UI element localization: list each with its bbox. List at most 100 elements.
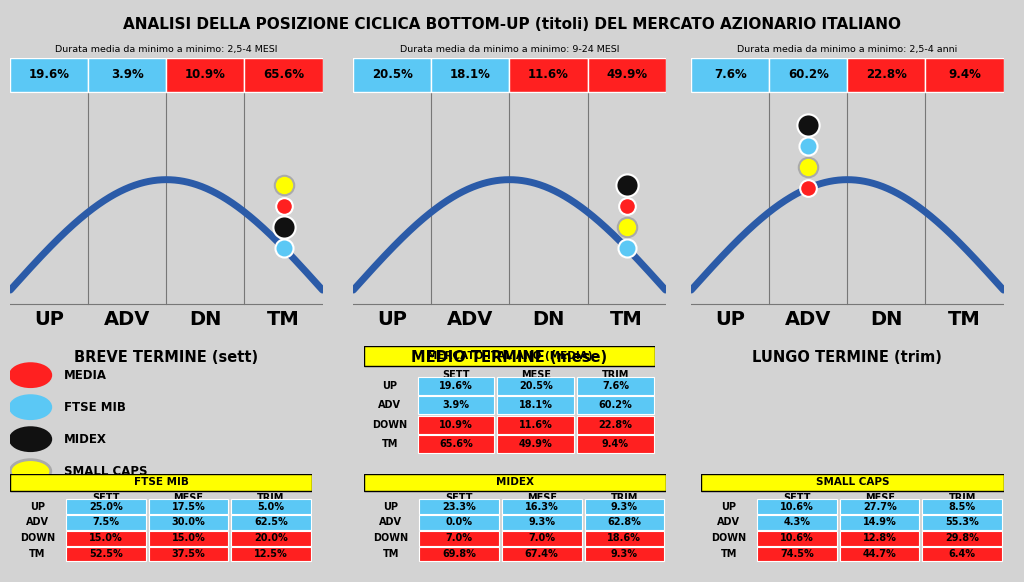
- Text: MESE: MESE: [173, 493, 204, 503]
- Text: 62.8%: 62.8%: [607, 517, 641, 527]
- Bar: [418, 416, 495, 434]
- Text: ADV: ADV: [717, 517, 740, 527]
- Bar: [88, 58, 166, 92]
- Bar: [840, 531, 920, 546]
- Text: TM: TM: [382, 439, 398, 449]
- Bar: [418, 396, 495, 414]
- Text: SETT: SETT: [92, 493, 120, 503]
- Text: 11.6%: 11.6%: [519, 420, 553, 430]
- Bar: [498, 435, 574, 453]
- Bar: [418, 435, 495, 453]
- Text: 12.5%: 12.5%: [254, 549, 288, 559]
- Text: 60.2%: 60.2%: [787, 69, 828, 81]
- Text: 3.9%: 3.9%: [442, 400, 469, 410]
- Text: ADV: ADV: [785, 310, 831, 329]
- Text: 65.6%: 65.6%: [439, 439, 473, 449]
- Bar: [588, 58, 666, 92]
- Bar: [769, 58, 847, 92]
- Bar: [758, 499, 837, 514]
- Bar: [848, 58, 926, 92]
- Text: DOWN: DOWN: [711, 533, 746, 543]
- Bar: [923, 546, 1002, 562]
- Bar: [231, 546, 311, 562]
- Text: TRIM: TRIM: [257, 493, 285, 503]
- Text: DN: DN: [189, 310, 221, 329]
- Bar: [509, 58, 588, 92]
- Bar: [502, 546, 582, 562]
- Text: 49.9%: 49.9%: [606, 69, 647, 81]
- Text: 7.0%: 7.0%: [445, 533, 473, 543]
- Text: DOWN: DOWN: [372, 420, 408, 430]
- Text: 22.8%: 22.8%: [599, 420, 633, 430]
- Bar: [578, 377, 654, 395]
- Text: 7.0%: 7.0%: [528, 533, 555, 543]
- Bar: [498, 377, 574, 395]
- Text: Durata media da minimo a minimo: 9-24 MESI: Durata media da minimo a minimo: 9-24 ME…: [399, 45, 620, 54]
- Text: 20.5%: 20.5%: [519, 381, 553, 391]
- Bar: [364, 346, 655, 366]
- Text: 23.3%: 23.3%: [442, 502, 476, 512]
- Bar: [585, 531, 665, 546]
- Bar: [758, 531, 837, 546]
- Bar: [231, 531, 311, 546]
- Bar: [758, 515, 837, 530]
- Text: 9.4%: 9.4%: [602, 439, 629, 449]
- Text: FTSE MIB: FTSE MIB: [65, 400, 126, 414]
- Text: TRIM: TRIM: [602, 370, 629, 380]
- Bar: [418, 377, 495, 395]
- Text: TM: TM: [610, 310, 643, 329]
- Text: 44.7%: 44.7%: [863, 549, 897, 559]
- Text: MERCATO ITALIANO (MEDIA): MERCATO ITALIANO (MEDIA): [427, 352, 592, 361]
- Bar: [148, 515, 228, 530]
- Bar: [502, 499, 582, 514]
- Text: 17.5%: 17.5%: [172, 502, 206, 512]
- Bar: [498, 416, 574, 434]
- Text: TM: TM: [267, 310, 300, 329]
- Bar: [353, 58, 431, 92]
- Text: MIDEX: MIDEX: [496, 477, 534, 488]
- Text: 9.3%: 9.3%: [528, 517, 555, 527]
- Text: 18.6%: 18.6%: [607, 533, 641, 543]
- Bar: [585, 546, 665, 562]
- Text: 9.3%: 9.3%: [610, 502, 638, 512]
- Text: 62.5%: 62.5%: [254, 517, 288, 527]
- Text: DN: DN: [870, 310, 902, 329]
- Text: 12.8%: 12.8%: [863, 533, 897, 543]
- Text: DOWN: DOWN: [373, 533, 409, 543]
- Text: MEDIO TERMINE (mese): MEDIO TERMINE (mese): [412, 350, 607, 365]
- Text: 9.3%: 9.3%: [610, 549, 638, 559]
- Bar: [578, 435, 654, 453]
- Text: Durata media da minimo a minimo: 2,5-4 anni: Durata media da minimo a minimo: 2,5-4 a…: [737, 45, 957, 54]
- Text: 14.9%: 14.9%: [863, 517, 897, 527]
- Circle shape: [10, 364, 51, 386]
- Bar: [926, 58, 1004, 92]
- Bar: [840, 499, 920, 514]
- Text: TM: TM: [383, 549, 399, 559]
- Text: 67.4%: 67.4%: [525, 549, 559, 559]
- Text: 6.4%: 6.4%: [948, 549, 976, 559]
- Text: DN: DN: [532, 310, 564, 329]
- Bar: [502, 515, 582, 530]
- Text: 10.6%: 10.6%: [780, 502, 814, 512]
- Text: SETT: SETT: [783, 493, 811, 503]
- Bar: [67, 531, 145, 546]
- Bar: [148, 531, 228, 546]
- Bar: [10, 58, 88, 92]
- Bar: [923, 531, 1002, 546]
- Text: ADV: ADV: [26, 517, 49, 527]
- Bar: [67, 499, 145, 514]
- Text: LUNGO TERMINE (trim): LUNGO TERMINE (trim): [753, 350, 942, 365]
- Text: MEDIA: MEDIA: [65, 368, 108, 382]
- Text: SETT: SETT: [442, 370, 470, 380]
- Text: TRIM: TRIM: [610, 493, 638, 503]
- Text: 15.0%: 15.0%: [172, 533, 206, 543]
- Text: ADV: ADV: [379, 517, 402, 527]
- Text: UP: UP: [721, 502, 736, 512]
- Text: 7.6%: 7.6%: [714, 69, 746, 81]
- Text: 25.0%: 25.0%: [89, 502, 123, 512]
- Bar: [691, 58, 769, 92]
- Text: SETT: SETT: [445, 493, 473, 503]
- Circle shape: [10, 396, 51, 418]
- Text: 0.0%: 0.0%: [445, 517, 473, 527]
- Text: 20.0%: 20.0%: [254, 533, 288, 543]
